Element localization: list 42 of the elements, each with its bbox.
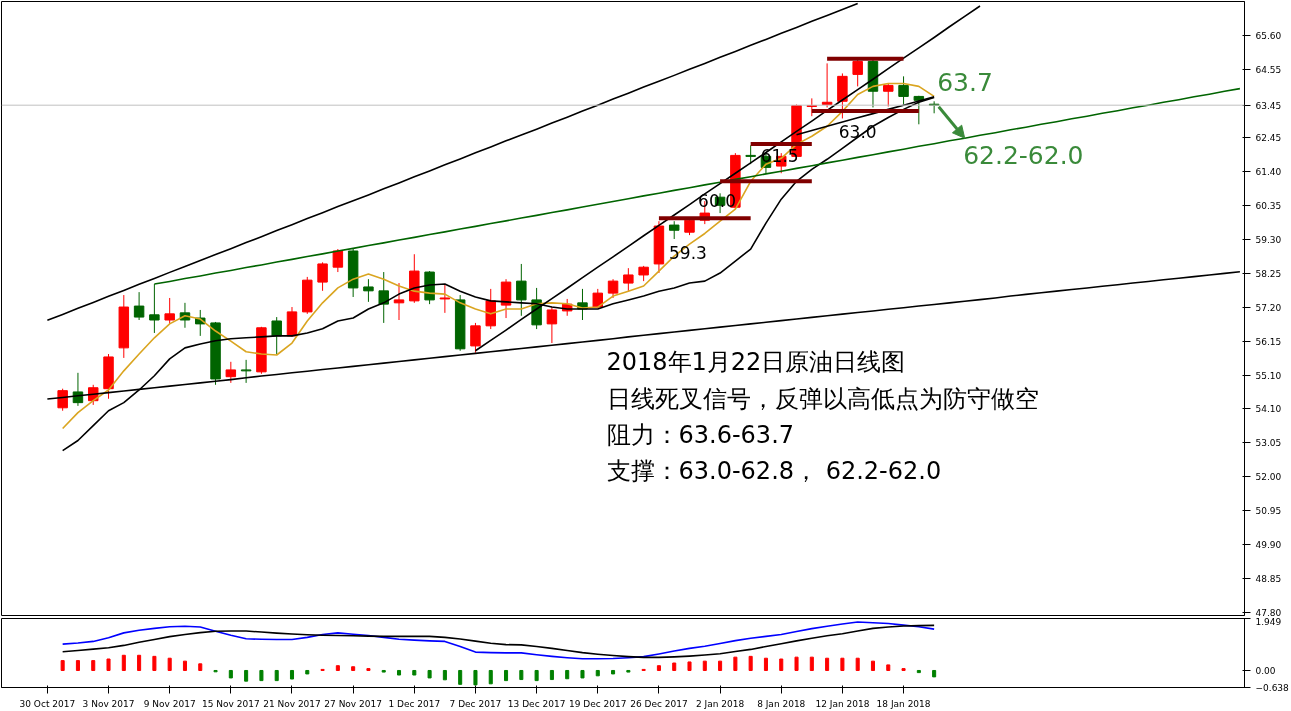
y-tick-label: 49.90 bbox=[1255, 539, 1282, 550]
y-tick-label: 56.15 bbox=[1255, 337, 1282, 348]
annotation: 2018年1月22日原油日线图 bbox=[606, 347, 906, 376]
x-tick-label: 19 Dec 2017 bbox=[569, 698, 627, 709]
y-tick-label: 65.60 bbox=[1255, 31, 1282, 42]
annotation: 62.2-62.0 bbox=[963, 140, 1084, 170]
y-tick-label: 57.20 bbox=[1255, 303, 1282, 314]
y-tick-label: 47.80 bbox=[1255, 607, 1282, 618]
x-tick-label: 12 Jan 2018 bbox=[815, 698, 870, 709]
x-tick-label: 2 Jan 2018 bbox=[695, 698, 745, 709]
y-tick-label: 64.55 bbox=[1255, 65, 1282, 76]
y-tick-label: 59.30 bbox=[1255, 235, 1282, 246]
x-tick-label: 8 Jan 2018 bbox=[757, 698, 806, 709]
annotation: 日线死叉信号，反弹以高低点为防守做空 bbox=[606, 384, 1039, 413]
x-tick-label: 7 Dec 2017 bbox=[449, 698, 502, 709]
x-tick-label: 26 Dec 2017 bbox=[630, 698, 688, 709]
y-tick-label: 55.10 bbox=[1255, 371, 1282, 382]
x-tick-label: 21 Nov 2017 bbox=[263, 698, 321, 709]
x-tick-label: 27 Nov 2017 bbox=[324, 698, 382, 709]
x-tick-label: 15 Nov 2017 bbox=[202, 698, 260, 709]
y-tick-label: 0.00 bbox=[1255, 665, 1276, 676]
y-tick-label: 61.40 bbox=[1255, 167, 1282, 178]
y-tick-label: 54.10 bbox=[1255, 403, 1282, 414]
y-tick-label: 62.45 bbox=[1255, 133, 1282, 144]
y-tick-label: 1.949 bbox=[1255, 616, 1282, 627]
y-tick-label: 50.95 bbox=[1255, 505, 1282, 516]
y-tick-label: 60.35 bbox=[1255, 201, 1282, 212]
annotation: 阻力：63.6-63.7 bbox=[606, 420, 795, 449]
annotation: 支撑：63.0-62.8， 62.2-62.0 bbox=[606, 456, 942, 485]
y-tick-label: 48.85 bbox=[1255, 573, 1282, 584]
x-tick-label: 18 Jan 2018 bbox=[876, 698, 931, 709]
x-tick-label: 1 Dec 2017 bbox=[388, 698, 441, 709]
annotation: 63.7 bbox=[937, 67, 993, 97]
x-tick-label: 13 Dec 2017 bbox=[507, 698, 566, 709]
ref-line-label: 63.45 bbox=[1255, 100, 1282, 111]
x-tick-label: 9 Nov 2017 bbox=[143, 698, 196, 709]
x-tick-label: 3 Nov 2017 bbox=[82, 698, 135, 709]
y-tick-label: 53.05 bbox=[1255, 437, 1282, 448]
x-tick-label: 30 Oct 2017 bbox=[19, 698, 76, 709]
y-tick-label: 52.00 bbox=[1255, 471, 1282, 482]
y-tick-label: −0.638 bbox=[1255, 683, 1290, 693]
y-tick-label: 58.25 bbox=[1255, 269, 1282, 280]
